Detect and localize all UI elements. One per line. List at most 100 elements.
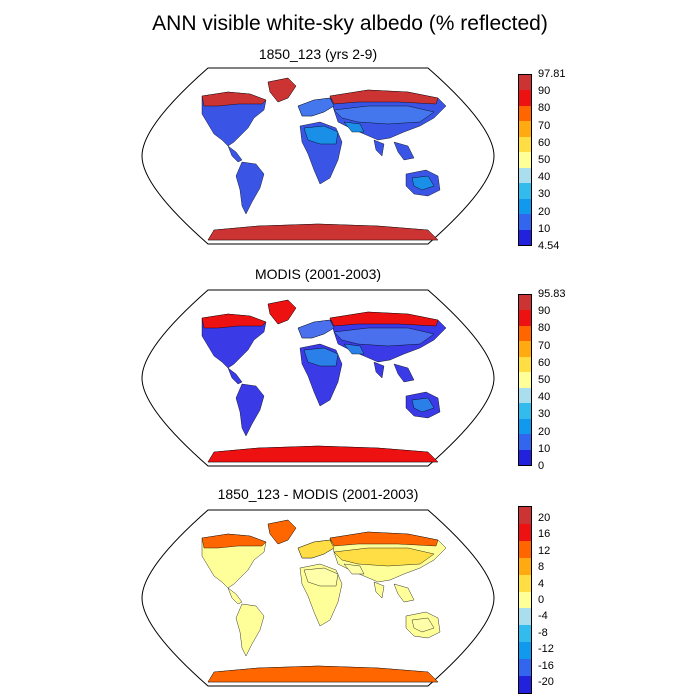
high-latitude-region bbox=[329, 311, 439, 327]
colorbar-tick-label: -8 bbox=[538, 626, 548, 639]
high-latitude-region bbox=[201, 91, 267, 107]
colorbar-swatch bbox=[519, 90, 531, 106]
colorbar-swatch bbox=[519, 356, 531, 373]
colorbar-tick-label: 20 bbox=[538, 205, 551, 218]
colorbar-tick-label: -4 bbox=[538, 610, 548, 623]
high-latitude-region bbox=[267, 519, 297, 545]
colorbar-swatch bbox=[519, 434, 531, 450]
colorbar-swatch bbox=[519, 229, 531, 245]
land-region bbox=[227, 367, 243, 385]
high-latitude-region bbox=[207, 445, 439, 463]
high-latitude-region bbox=[267, 299, 297, 325]
colorbar-tick-label: 30 bbox=[538, 188, 551, 201]
panel-1-map bbox=[141, 67, 495, 245]
colorbar-swatch bbox=[519, 214, 531, 230]
panel-3-map bbox=[141, 509, 495, 687]
desert-region bbox=[343, 563, 365, 575]
colorbar-tick-label: 0 bbox=[538, 594, 545, 606]
colorbar-tick-label: 60 bbox=[538, 136, 551, 149]
high-latitude-region bbox=[207, 223, 439, 241]
colorbar-tick-label: 0 bbox=[538, 460, 545, 472]
colorbar-tick-label: 50 bbox=[538, 374, 551, 386]
land-region bbox=[227, 145, 243, 163]
figure-title: ANN visible white-sky albedo (% reflecte… bbox=[152, 12, 548, 35]
high-latitude-region bbox=[329, 89, 439, 105]
mid-latitude-region bbox=[333, 105, 435, 125]
mid-latitude-region bbox=[333, 547, 435, 567]
colorbar-swatch bbox=[519, 540, 531, 558]
colorbar-swatch bbox=[519, 523, 531, 541]
colorbar-swatch bbox=[519, 167, 531, 184]
panel-3-colorbar-labels: 20 16 12 8 4 0 -4 -8 -12 -16 -20 bbox=[538, 506, 588, 694]
colorbar-swatch bbox=[519, 591, 531, 609]
colorbar-swatch bbox=[519, 418, 531, 435]
panel-1-colorbar bbox=[518, 74, 532, 246]
colorbar-swatch bbox=[519, 449, 531, 465]
panel-1-colorbar-labels: 97.81 90 80 70 60 50 40 30 20 10 4.54 bbox=[538, 68, 588, 252]
mid-latitude-region bbox=[297, 539, 335, 559]
colorbar-swatch bbox=[519, 75, 531, 91]
colorbar-swatch bbox=[519, 403, 531, 419]
colorbar-tick-label: 60 bbox=[538, 356, 551, 369]
colorbar-tick-label: 97.81 bbox=[538, 68, 566, 80]
panel-2-colorbar-labels: 95.83 90 80 70 60 50 40 30 20 10 0 bbox=[538, 288, 588, 472]
high-latitude-region bbox=[201, 533, 267, 549]
colorbar-tick-label: -20 bbox=[538, 676, 554, 689]
colorbar-swatch bbox=[519, 372, 531, 388]
colorbar-swatch bbox=[519, 387, 531, 404]
colorbar-tick-label: 95.83 bbox=[538, 288, 566, 300]
desert-region bbox=[411, 175, 435, 191]
colorbar-swatch bbox=[519, 310, 531, 326]
colorbar-swatch bbox=[519, 676, 531, 693]
colorbar-swatch bbox=[519, 659, 531, 677]
colorbar-tick-label: 90 bbox=[538, 85, 551, 98]
colorbar-tick-label: 30 bbox=[538, 408, 551, 421]
colorbar-swatch bbox=[519, 136, 531, 153]
mid-latitude-region bbox=[333, 327, 435, 347]
colorbar-tick-label: 50 bbox=[538, 154, 551, 166]
land-region bbox=[235, 383, 265, 437]
panel-2-map bbox=[141, 289, 495, 467]
colorbar-tick-label: 40 bbox=[538, 171, 551, 184]
desert-region bbox=[303, 347, 339, 367]
desert-region bbox=[343, 121, 365, 133]
colorbar-swatch bbox=[519, 574, 531, 592]
panel-2-colorbar bbox=[518, 294, 532, 466]
colorbar-tick-label: 20 bbox=[538, 425, 551, 438]
colorbar-swatch bbox=[519, 198, 531, 215]
colorbar-swatch bbox=[519, 642, 531, 660]
panel-1-title: 1850_123 (yrs 2-9) bbox=[258, 46, 378, 62]
high-latitude-region bbox=[329, 531, 439, 547]
colorbar-swatch bbox=[519, 507, 531, 524]
colorbar-swatch bbox=[519, 183, 531, 199]
colorbar-tick-label: 80 bbox=[538, 102, 551, 115]
colorbar-tick-label: 4.54 bbox=[538, 240, 560, 252]
colorbar-tick-label: -12 bbox=[538, 643, 554, 656]
desert-region bbox=[303, 567, 339, 587]
colorbar-tick-label: 10 bbox=[538, 442, 551, 455]
desert-region bbox=[343, 343, 365, 355]
colorbar-tick-label: 90 bbox=[538, 305, 551, 318]
panel-2-title: MODIS (2001-2003) bbox=[254, 266, 382, 282]
colorbar-tick-label: 10 bbox=[538, 222, 551, 235]
panel-3-title: 1850_123 - MODIS (2001-2003) bbox=[217, 486, 419, 502]
colorbar-tick-label: -16 bbox=[538, 659, 554, 672]
panel-3-colorbar bbox=[518, 506, 532, 694]
colorbar-swatch bbox=[519, 152, 531, 168]
land-region bbox=[227, 587, 243, 605]
high-latitude-region bbox=[201, 313, 267, 329]
colorbar-tick-label: 40 bbox=[538, 391, 551, 404]
colorbar-tick-label: 16 bbox=[538, 528, 551, 541]
desert-region bbox=[411, 397, 435, 413]
high-latitude-region bbox=[207, 665, 439, 683]
desert-region bbox=[411, 617, 435, 633]
colorbar-tick-label: 70 bbox=[538, 339, 551, 352]
colorbar-swatch bbox=[519, 608, 531, 626]
land-region bbox=[373, 139, 415, 161]
colorbar-tick-label: 70 bbox=[538, 119, 551, 132]
colorbar-tick-label: 8 bbox=[538, 561, 545, 574]
desert-region bbox=[303, 125, 339, 145]
colorbar-swatch bbox=[519, 557, 531, 575]
colorbar-tick-label: 4 bbox=[538, 577, 545, 590]
mid-latitude-region bbox=[297, 319, 335, 339]
